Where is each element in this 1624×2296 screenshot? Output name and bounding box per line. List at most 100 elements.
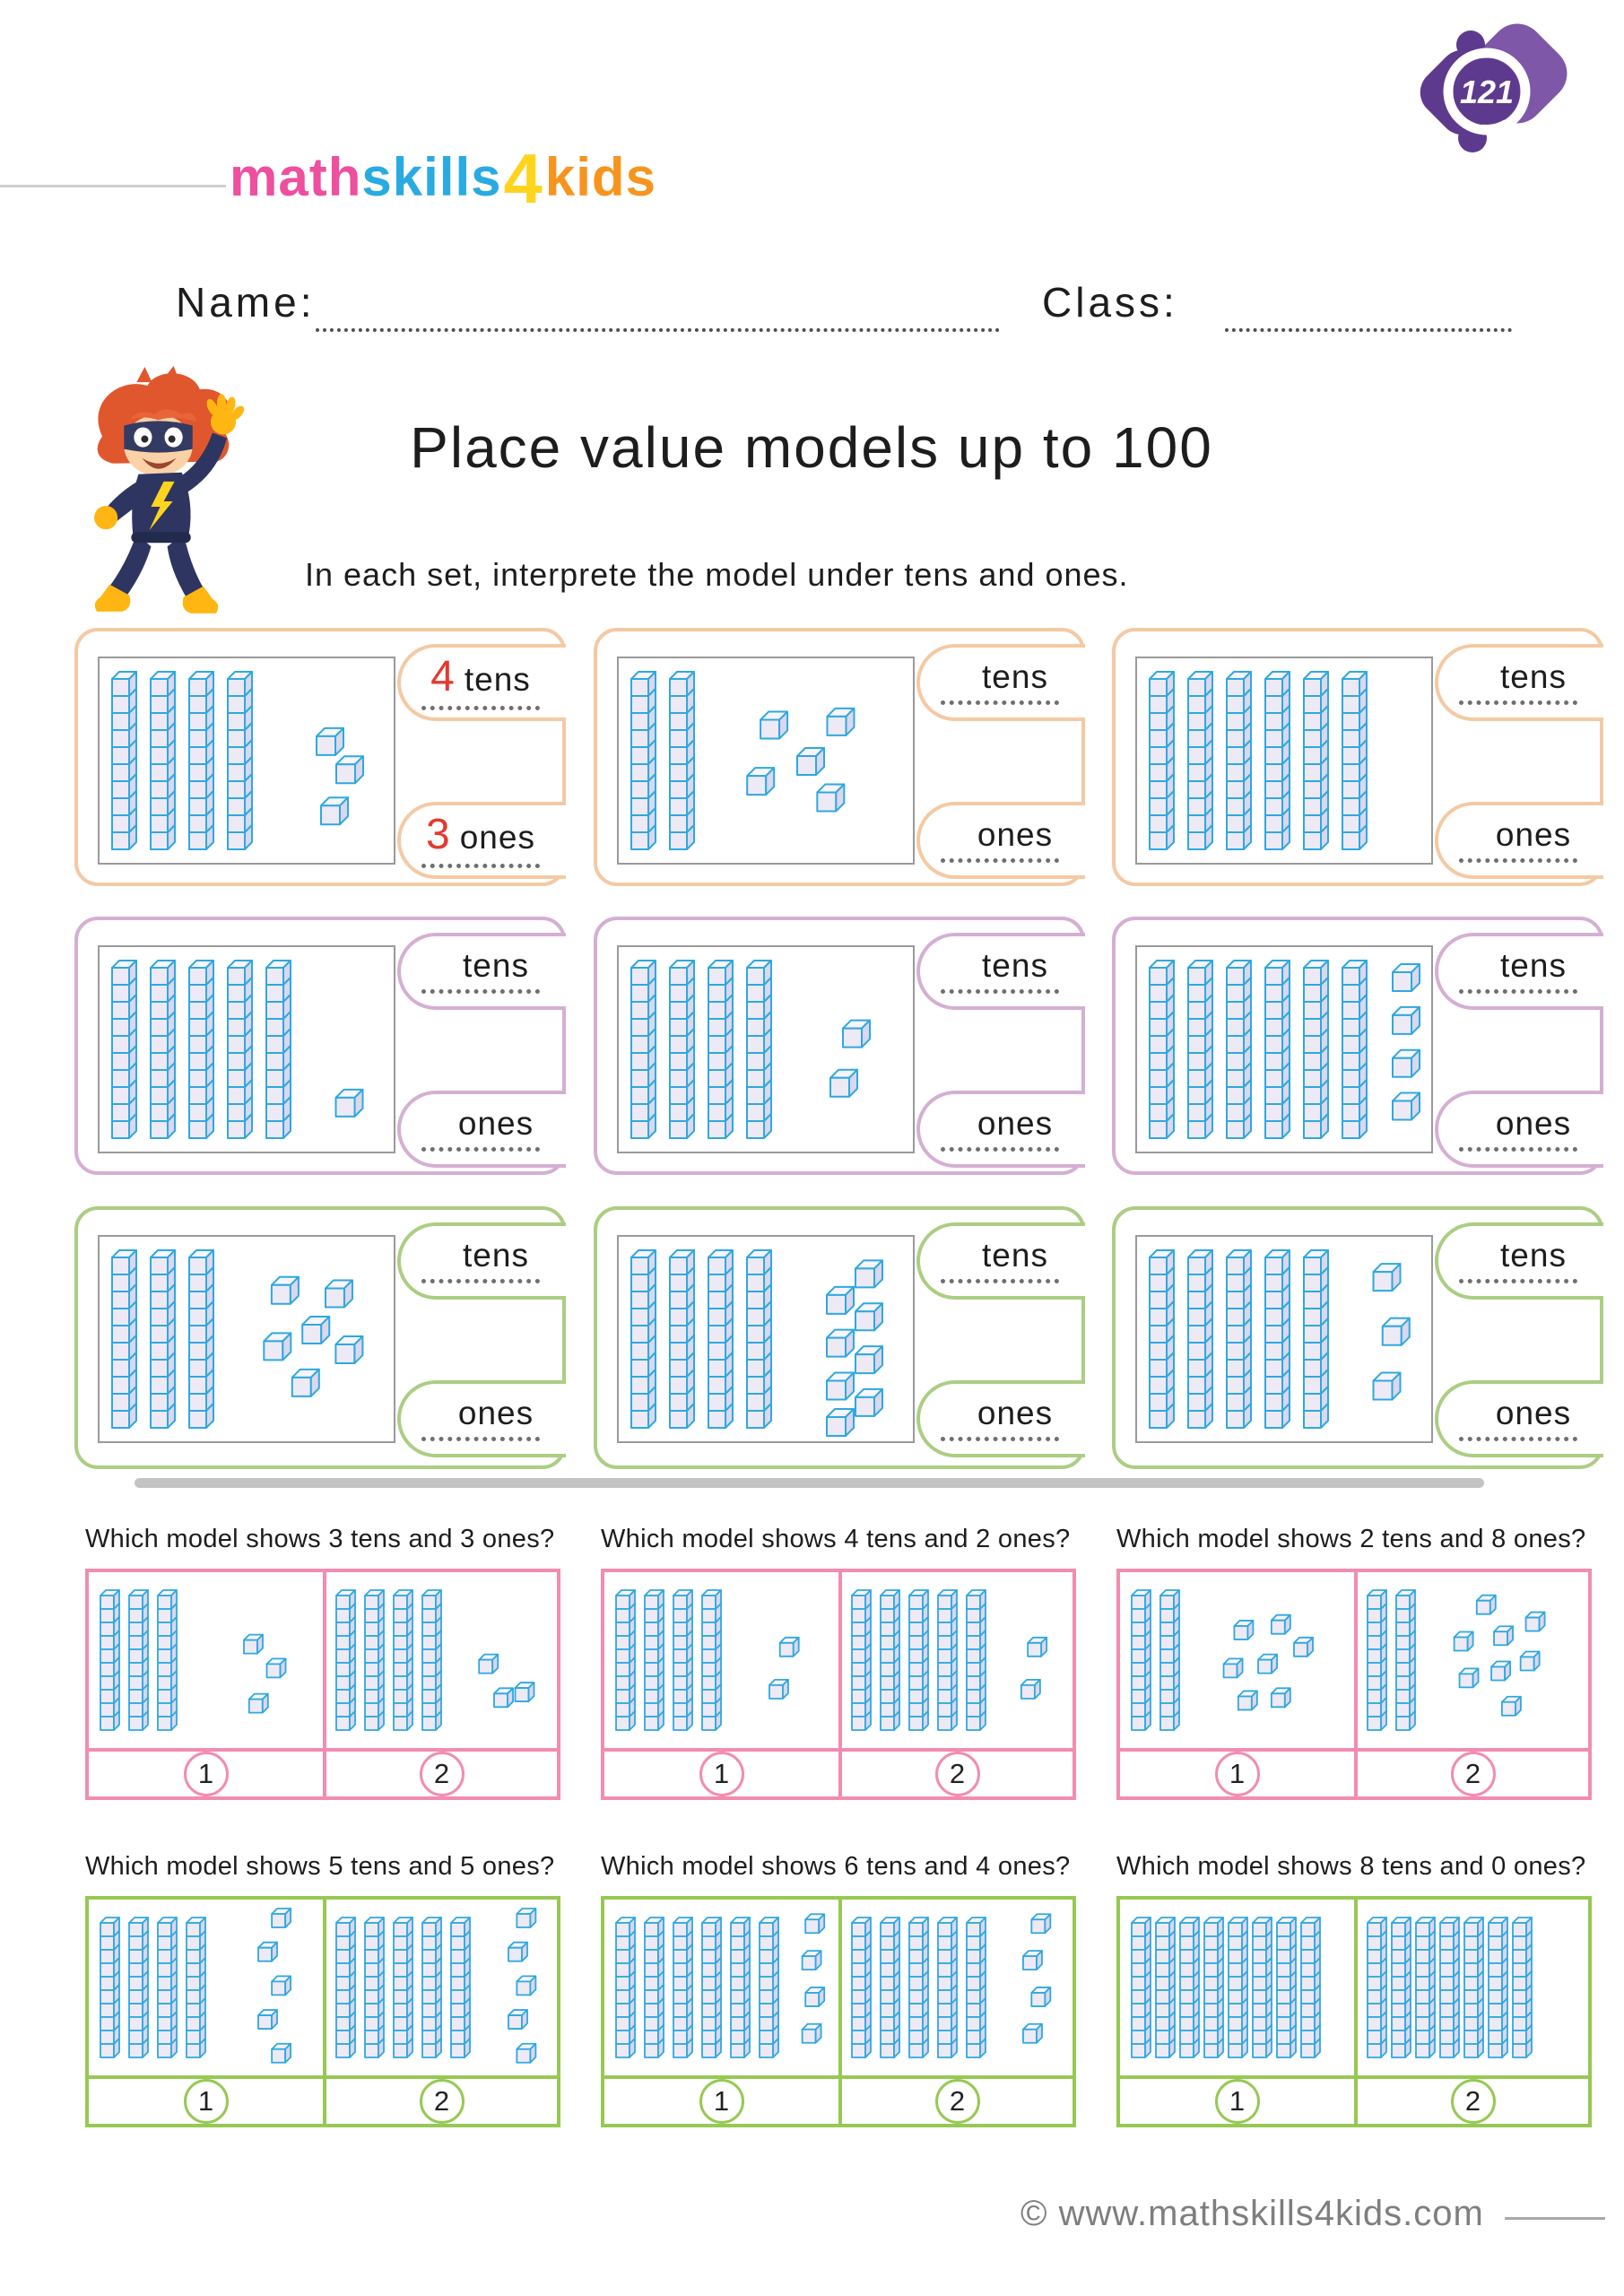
name-blank-line[interactable] <box>316 289 1000 332</box>
tens-rod <box>364 1917 385 2058</box>
base-ten-model <box>111 960 364 1139</box>
tens-rod <box>1149 1249 1175 1429</box>
tens-answer-pill[interactable]: tens <box>1435 933 1603 1010</box>
tens-rod <box>746 1249 772 1429</box>
ones-answer-pill[interactable]: ones <box>916 802 1085 879</box>
model-area <box>617 1235 915 1443</box>
choice-1-button[interactable]: 1 <box>699 1752 744 1796</box>
exercise-card: tens ones <box>74 917 566 1175</box>
choice-1-button[interactable]: 1 <box>1214 2079 1260 2124</box>
choice-label-cell: 1 <box>1120 2075 1354 2124</box>
ones-answer-pill[interactable]: ones <box>1435 1380 1603 1457</box>
choice-label-cell: 2 <box>1354 2075 1588 2124</box>
answer-blank-line[interactable] <box>1459 1437 1577 1441</box>
ones-cube <box>335 755 364 785</box>
model-option-1[interactable] <box>89 1572 323 1748</box>
answer-blank-line[interactable] <box>1459 858 1577 863</box>
tens-rod <box>335 1589 356 1731</box>
choice-2-button[interactable]: 2 <box>419 1752 465 1796</box>
tens-rod <box>1149 671 1175 850</box>
answer-blank-line[interactable] <box>941 989 1059 994</box>
ones-answer-pill[interactable]: ones <box>397 1091 566 1168</box>
model-area <box>98 657 395 865</box>
tens-answer-pill[interactable]: 4 tens <box>397 644 566 721</box>
ones-cube <box>1022 1950 1043 1970</box>
exercise-card: tens ones <box>594 917 1085 1175</box>
tens-answer-text: tens <box>432 949 529 982</box>
ones-cube <box>801 1950 822 1970</box>
ones-answer-pill[interactable]: ones <box>916 1091 1085 1168</box>
tens-rod <box>730 1917 751 2058</box>
tens-answer-pill[interactable]: tens <box>397 1222 566 1300</box>
tens-rod <box>1264 671 1290 850</box>
tens-answer-pill[interactable]: tens <box>397 933 566 1010</box>
tens-answer-pill[interactable]: tens <box>1435 644 1603 721</box>
choice-1-button[interactable]: 1 <box>1214 1752 1260 1796</box>
model-option-1[interactable] <box>89 1900 323 2075</box>
tens-rod <box>1203 1917 1224 2058</box>
ones-cube <box>271 2042 292 2064</box>
choice-2-button[interactable]: 2 <box>1450 1752 1496 1796</box>
ones-cube <box>508 2009 528 2030</box>
tens-answer-pill[interactable]: tens <box>916 644 1085 721</box>
answer-blank-line[interactable] <box>941 700 1059 705</box>
hero-fringe <box>129 409 196 422</box>
model-option-1[interactable] <box>1120 1900 1354 2075</box>
model-option-2[interactable] <box>838 1572 1073 1748</box>
tens-label: tens <box>463 947 529 984</box>
model-option-2[interactable] <box>323 1900 557 2075</box>
ones-answer-pill[interactable]: 3 ones <box>397 802 566 879</box>
ones-answer-pill[interactable]: ones <box>397 1380 566 1457</box>
model-option-2[interactable] <box>1354 1900 1588 2075</box>
answer-blank-line[interactable] <box>421 863 540 868</box>
tens-rod <box>188 671 214 850</box>
answer-blank-line[interactable] <box>421 1437 540 1441</box>
exercise-card: tens ones <box>594 1206 1085 1469</box>
model-option-2[interactable] <box>838 1900 1073 2075</box>
answer-blank-line[interactable] <box>941 1147 1059 1152</box>
class-blank-line[interactable] <box>1225 289 1512 332</box>
answer-blank-line[interactable] <box>421 989 540 994</box>
model-option-1[interactable] <box>604 1572 838 1748</box>
choice-1-button[interactable]: 1 <box>183 1752 229 1796</box>
ones-answer-pill[interactable]: ones <box>916 1380 1085 1457</box>
answer-blank-line[interactable] <box>1459 1279 1577 1283</box>
tens-rod <box>1252 1917 1272 2058</box>
answer-blank-line[interactable] <box>1459 1147 1577 1152</box>
model-option-2[interactable] <box>1354 1572 1588 1748</box>
choice-2-button[interactable]: 2 <box>934 2079 980 2124</box>
answer-blank-line[interactable] <box>941 858 1059 863</box>
choice-1-button[interactable]: 1 <box>183 2079 229 2124</box>
ones-answer-pill[interactable]: ones <box>1435 1091 1603 1168</box>
tens-rod <box>701 1589 722 1731</box>
base-ten-model <box>1149 671 1368 850</box>
model-option-2[interactable] <box>323 1572 557 1748</box>
answer-blank-line[interactable] <box>421 705 540 710</box>
model-option-1[interactable] <box>1120 1572 1354 1748</box>
ones-answer-pill[interactable]: ones <box>1435 802 1603 879</box>
tens-answer-pill[interactable]: tens <box>1435 1222 1603 1300</box>
tens-answer-pill[interactable]: tens <box>916 1222 1085 1300</box>
ones-cube <box>778 1636 800 1657</box>
choice-2-button[interactable]: 2 <box>419 2079 465 2124</box>
ones-cube <box>1475 1594 1497 1615</box>
question-prompt: Which model shows 8 tens and 0 ones? <box>1116 1852 1586 1881</box>
model-option-1[interactable] <box>604 1900 838 2075</box>
answer-blank-line[interactable] <box>941 1437 1059 1441</box>
choice-2-button[interactable]: 2 <box>934 1752 980 1796</box>
tens-rod <box>908 1589 929 1731</box>
answer-blank-line[interactable] <box>1459 989 1577 994</box>
tens-rod <box>746 960 772 1139</box>
choice-2-button[interactable]: 2 <box>1450 2079 1496 2124</box>
answer-blank-line[interactable] <box>1459 700 1577 705</box>
base-ten-model <box>1367 1917 1533 2058</box>
choice-1-button[interactable]: 1 <box>699 2079 744 2124</box>
ones-cube <box>1392 963 1420 993</box>
answer-blank-line[interactable] <box>941 1279 1059 1283</box>
tens-answer-pill[interactable]: tens <box>916 933 1085 1010</box>
tens-rod <box>1131 1917 1151 2058</box>
ones-answer-text: ones <box>947 1107 1053 1140</box>
answer-blank-line[interactable] <box>421 1279 540 1283</box>
answer-blank-line[interactable] <box>421 1147 540 1152</box>
